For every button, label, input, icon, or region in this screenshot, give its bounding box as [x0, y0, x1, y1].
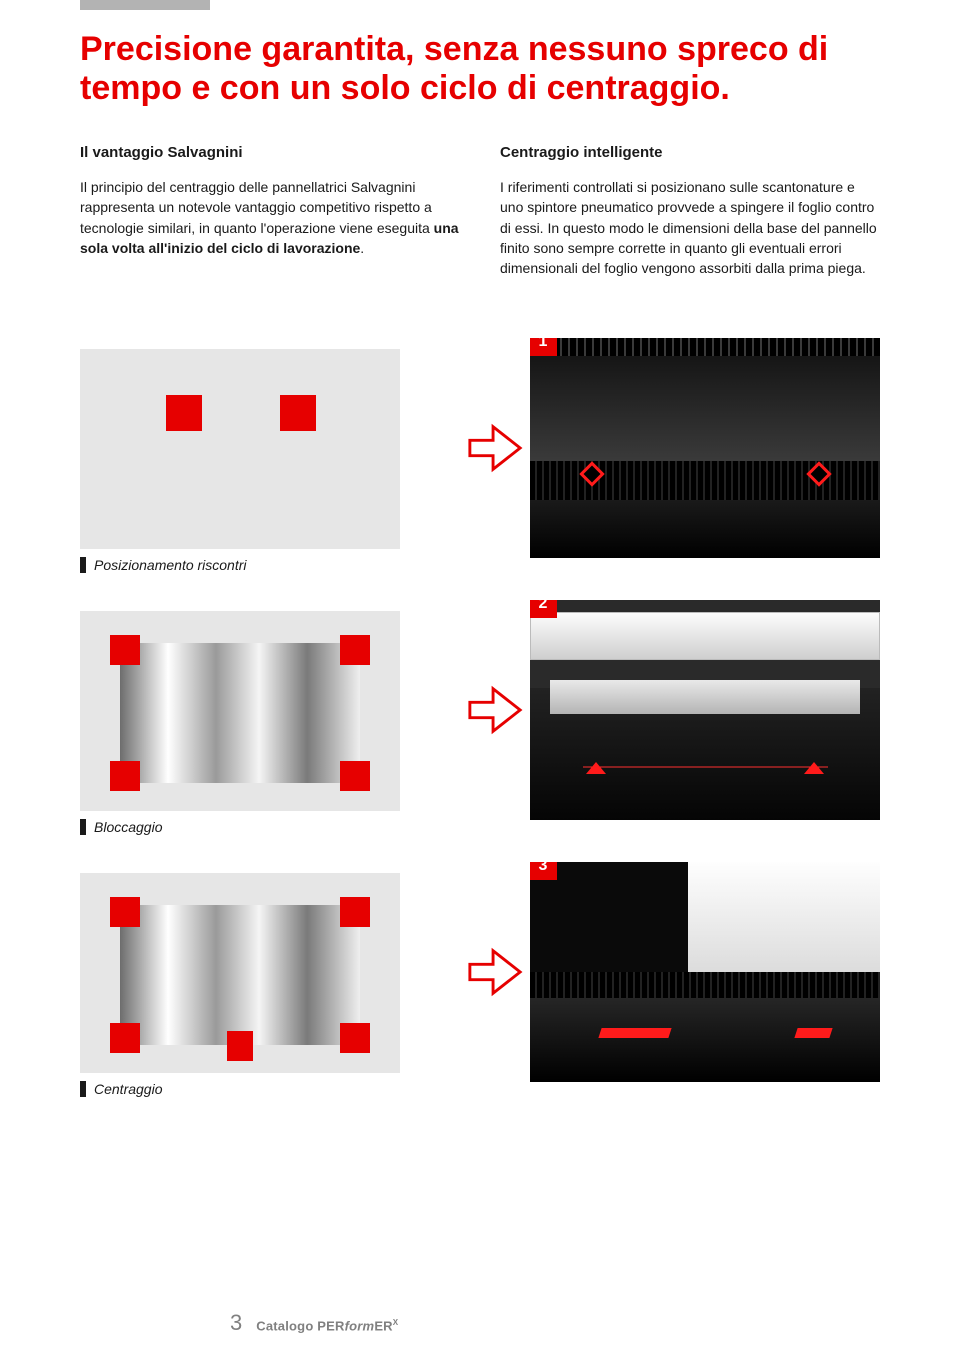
diagram-column: Posizionamento riscontri [80, 323, 460, 573]
red-square-icon [340, 1023, 370, 1053]
diagram-column: Centraggio [80, 847, 460, 1097]
sheet-graphic [120, 905, 360, 1045]
red-marker-icon [804, 762, 824, 774]
step-number-badge: 1 [530, 338, 557, 356]
step-row: Posizionamento riscontri 1 [80, 323, 880, 573]
header-accent-bar [80, 0, 210, 10]
arrow-right-icon [466, 943, 524, 1001]
machine-photo-2: 2 [530, 600, 880, 820]
column-left: Il vantaggio Salvagnini Il principio del… [80, 144, 460, 278]
steps-list: Posizionamento riscontri 1 [80, 323, 880, 1097]
step-number-badge: 3 [530, 862, 557, 880]
red-square-icon [280, 395, 316, 431]
red-square-icon [340, 897, 370, 927]
right-body: I riferimenti controllati si posizionano… [500, 177, 880, 278]
diagram-3 [80, 873, 400, 1073]
page: Precisione garantita, senza nessuno spre… [0, 0, 960, 1366]
red-square-icon [340, 635, 370, 665]
right-heading: Centraggio intelligente [500, 144, 880, 161]
arrow-column [460, 585, 530, 835]
bullet-icon [80, 819, 86, 835]
left-heading: Il vantaggio Salvagnini [80, 144, 460, 161]
step-row: Centraggio 3 [80, 847, 880, 1097]
bullet-icon [80, 557, 86, 573]
arrow-column [460, 847, 530, 1097]
machine-photo-1: 1 [530, 338, 880, 558]
arrow-right-icon [466, 419, 524, 477]
diagram-column: Bloccaggio [80, 585, 460, 835]
bullet-icon [80, 1081, 86, 1097]
photo-column: 3 [530, 847, 880, 1097]
diagram-caption: Bloccaggio [80, 819, 460, 835]
red-marker-icon [598, 1028, 671, 1038]
red-marker-icon [794, 1028, 832, 1038]
catalog-label: Catalogo PERformERX [256, 1318, 398, 1333]
column-right: Centraggio intelligente I riferimenti co… [500, 144, 880, 278]
red-square-icon [110, 897, 140, 927]
page-title: Precisione garantita, senza nessuno spre… [80, 0, 880, 108]
diagram-2 [80, 611, 400, 811]
step-row: Bloccaggio 2 [80, 585, 880, 835]
two-column-text: Il vantaggio Salvagnini Il principio del… [80, 144, 880, 278]
machine-photo-3: 3 [530, 862, 880, 1082]
photo-column: 1 [530, 323, 880, 573]
red-square-icon [110, 761, 140, 791]
photo-column: 2 [530, 585, 880, 835]
page-footer: 3 Catalogo PERformERX [0, 1310, 960, 1336]
sheet-graphic [120, 643, 360, 783]
red-square-icon [110, 1023, 140, 1053]
diagram-1 [80, 349, 400, 549]
red-square-icon [227, 1031, 253, 1061]
diagram-caption: Posizionamento riscontri [80, 557, 460, 573]
red-square-icon [110, 635, 140, 665]
page-number: 3 [230, 1310, 242, 1336]
left-body: Il principio del centraggio delle pannel… [80, 177, 460, 258]
arrow-right-icon [466, 681, 524, 739]
red-square-icon [340, 761, 370, 791]
arrow-column [460, 323, 530, 573]
step-number-badge: 2 [530, 600, 557, 618]
diagram-caption: Centraggio [80, 1081, 460, 1097]
red-marker-icon [586, 762, 606, 774]
red-square-icon [166, 395, 202, 431]
